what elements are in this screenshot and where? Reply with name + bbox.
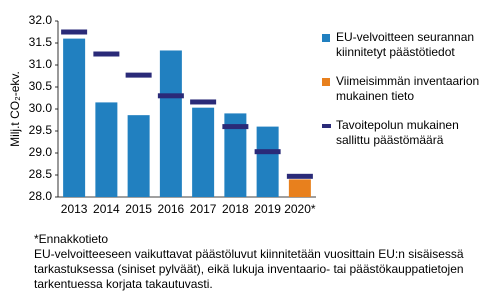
bar [192,107,215,197]
target-marker [61,29,88,35]
legend-key [322,124,331,128]
bar [256,126,279,197]
y-tick-label: 28.0 [29,189,53,203]
x-tick-label: 2015 [125,202,152,216]
notes: *Ennakkotieto EU-velvoitteeseen vaikuttav… [34,232,464,292]
target-marker [93,51,120,57]
y-tick-label: 29.0 [29,145,53,159]
x-tick-label: 2013 [61,202,88,216]
legend-label: Tavoitepolun mukainen sallittu päästömää… [336,118,459,147]
target-marker [157,93,184,99]
target-marker [254,149,281,155]
x-tick-label: 2019 [254,202,281,216]
y-tick-label: 32.0 [29,13,53,27]
x-tick-label: 2017 [190,202,217,216]
x-tick-label: 2020* [284,202,316,216]
x-tick-label: 2014 [93,202,120,216]
legend-key [322,34,330,42]
note-line: tarkastuksessa (siniset pylväät), eikä l… [34,262,464,276]
bar [224,113,247,197]
bar [159,50,182,198]
legend-item: Viimeisimmän inventaarion mukainen tieto [322,74,490,104]
bar [95,102,118,197]
bar [63,38,86,197]
target-marker [286,173,313,179]
note-line: *Ennakkotieto [34,232,109,246]
note-line: tarkentuessa korjata takautuvasti. [34,277,213,291]
note-line: EU-velvoitteeseen vaikuttavat päästöluvu… [34,247,464,261]
bar [127,115,150,197]
target-marker [125,72,152,78]
legend-item: Tavoitepolun mukainen sallittu päästömää… [322,118,490,148]
legend-key [322,78,330,86]
legend-item: EU-velvoitteen seurannan kiinnitetyt pää… [322,30,490,60]
x-tick-label: 2018 [222,202,249,216]
y-tick-label: 31.0 [29,57,53,71]
y-tick-label: 31.5 [29,35,53,49]
target-marker [222,124,249,130]
bar [288,179,311,197]
legend-label: Viimeisimmän inventaarion mukainen tieto [336,74,480,103]
y-tick-label: 30.0 [29,101,53,115]
legend: EU-velvoitteen seurannan kiinnitetyt pää… [322,30,490,162]
target-marker [190,99,217,105]
y-tick-label: 28.5 [29,167,53,181]
y-tick-label: 29.5 [29,123,53,137]
legend-label: EU-velvoitteen seurannan kiinnitetyt pää… [336,30,475,59]
y-axis-label: Milj.t CO₂-ekv. [8,71,22,147]
x-tick-label: 2016 [158,202,185,216]
y-tick-label: 30.5 [29,79,53,93]
